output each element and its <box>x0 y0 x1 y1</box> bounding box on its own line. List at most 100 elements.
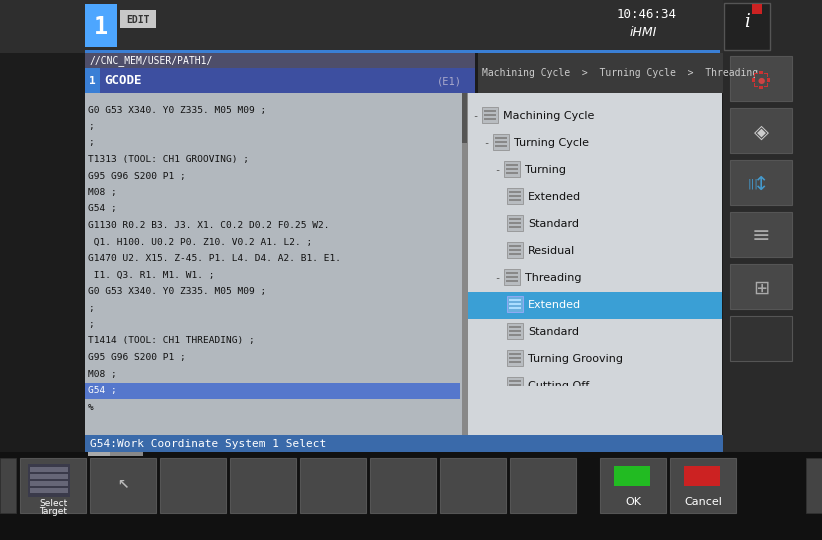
Text: Cancel: Cancel <box>684 497 722 507</box>
Bar <box>730 56 792 101</box>
Bar <box>484 110 496 112</box>
Bar <box>509 384 521 386</box>
Bar <box>509 245 521 247</box>
Text: Select: Select <box>39 500 67 509</box>
Bar <box>85 53 475 68</box>
Bar <box>509 361 521 363</box>
Text: ⊞: ⊞ <box>753 279 769 298</box>
Bar <box>0 0 822 53</box>
Bar <box>764 73 768 77</box>
Bar <box>495 141 507 143</box>
Bar <box>509 195 521 197</box>
Bar <box>730 316 792 361</box>
Bar <box>484 114 496 116</box>
Bar <box>764 83 768 87</box>
Text: ↕: ↕ <box>753 174 769 193</box>
Bar <box>85 4 117 47</box>
Text: GCODE: GCODE <box>104 75 141 87</box>
Text: OK: OK <box>625 497 641 507</box>
Bar <box>462 93 467 435</box>
Bar <box>495 145 507 147</box>
Bar <box>509 249 521 251</box>
Bar <box>730 108 792 153</box>
Text: G0 G53 X340. Y0 Z335. M05 M09 ;: G0 G53 X340. Y0 Z335. M05 M09 ; <box>88 287 266 296</box>
Text: ;: ; <box>88 138 94 147</box>
Text: G95 G96 S200 P1 ;: G95 G96 S200 P1 ; <box>88 172 186 180</box>
Bar <box>467 93 468 435</box>
Bar <box>85 50 720 53</box>
Text: ;: ; <box>88 320 94 329</box>
Bar <box>462 93 467 143</box>
Bar <box>90 458 156 513</box>
Text: G54 ;: G54 ; <box>88 386 117 395</box>
Bar <box>670 458 736 513</box>
Bar <box>730 212 792 257</box>
Bar <box>509 353 521 355</box>
Text: Machining Cycle: Machining Cycle <box>503 111 594 121</box>
Text: |||: ||| <box>747 179 759 189</box>
Text: Machining Cycle  >  Turning Cycle  >  Threading: Machining Cycle > Turning Cycle > Thread… <box>482 68 758 78</box>
Bar <box>509 388 521 390</box>
Bar <box>766 78 770 82</box>
Bar <box>614 466 650 486</box>
Text: -: - <box>494 165 501 175</box>
Text: G0 G53 X340. Y0 Z335. M05 M09 ;: G0 G53 X340. Y0 Z335. M05 M09 ; <box>88 105 266 114</box>
Bar <box>759 71 763 75</box>
Bar <box>504 161 520 177</box>
Bar <box>506 168 518 170</box>
Text: G1470 U2. X15. Z-45. P1. L4. D4. A2. B1. E1.: G1470 U2. X15. Z-45. P1. L4. D4. A2. B1.… <box>88 254 341 263</box>
Text: EDIT: EDIT <box>127 15 150 25</box>
Text: Turning Cycle: Turning Cycle <box>514 138 589 148</box>
Text: G54:Work Coordinate System 1 Select: G54:Work Coordinate System 1 Select <box>90 439 326 449</box>
Bar <box>440 458 506 513</box>
Text: Cutting Off: Cutting Off <box>528 381 589 391</box>
Text: Residual: Residual <box>528 246 575 256</box>
Text: Turning: Turning <box>525 165 566 175</box>
Text: %: % <box>88 402 94 411</box>
Text: G54 ;: G54 ; <box>88 205 117 213</box>
Bar <box>506 280 518 282</box>
Text: Extended: Extended <box>528 192 581 202</box>
Bar <box>230 458 296 513</box>
Bar <box>88 452 110 456</box>
Bar <box>509 253 521 255</box>
Text: G1130 R0.2 B3. J3. X1. C0.2 D0.2 F0.25 W2.: G1130 R0.2 B3. J3. X1. C0.2 D0.2 F0.25 W… <box>88 221 330 230</box>
Text: -: - <box>483 138 489 148</box>
Bar <box>507 377 523 393</box>
Bar <box>600 458 666 513</box>
Text: M08 ;: M08 ; <box>88 369 117 379</box>
Bar <box>85 435 723 452</box>
Text: Standard: Standard <box>528 327 579 337</box>
Bar <box>507 188 523 204</box>
Bar <box>509 226 521 228</box>
Text: Threading: Threading <box>525 273 581 283</box>
Bar <box>730 264 792 309</box>
Bar <box>482 107 498 123</box>
Text: ✦: ✦ <box>753 71 769 90</box>
Bar <box>493 134 509 150</box>
Bar <box>120 10 156 28</box>
Text: Turning Grooving: Turning Grooving <box>528 354 623 364</box>
Text: iHMI: iHMI <box>630 26 658 39</box>
Bar <box>723 0 822 540</box>
Bar <box>478 53 724 93</box>
Bar <box>20 458 86 513</box>
Bar <box>370 458 436 513</box>
Bar <box>30 488 68 493</box>
Bar <box>724 3 770 50</box>
Bar <box>504 269 520 285</box>
Bar <box>509 307 521 309</box>
Bar <box>484 118 496 120</box>
Bar <box>85 68 475 93</box>
Bar <box>806 458 822 513</box>
Bar <box>752 78 756 82</box>
Bar <box>507 350 523 366</box>
Text: ;: ; <box>88 122 94 131</box>
Text: 1: 1 <box>89 76 95 86</box>
Bar <box>509 303 521 305</box>
Bar <box>506 172 518 174</box>
Bar <box>509 357 521 359</box>
Text: Standard: Standard <box>528 219 579 229</box>
Text: 1: 1 <box>94 15 109 39</box>
Bar <box>684 466 720 486</box>
